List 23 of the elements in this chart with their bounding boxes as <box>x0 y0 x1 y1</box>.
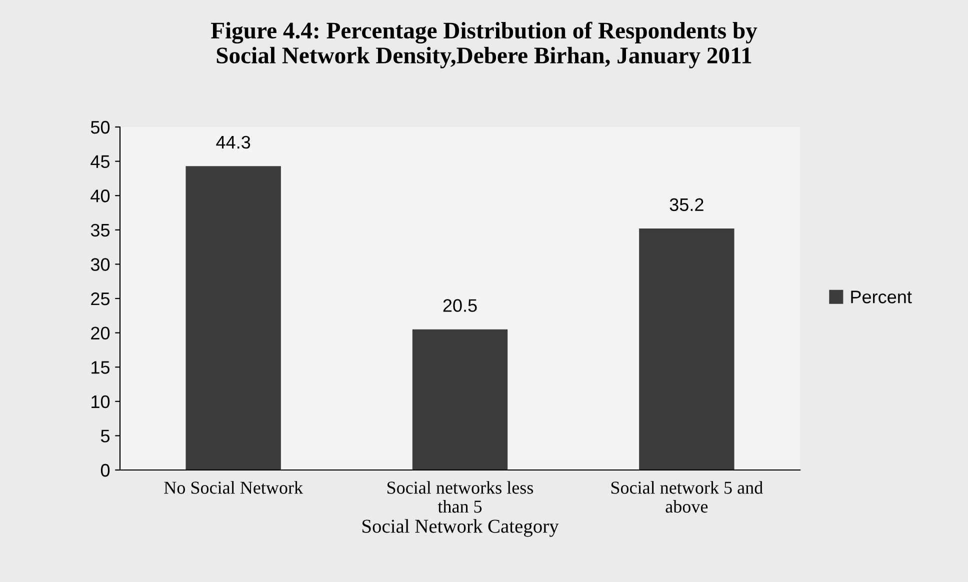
y-tick-label: 30 <box>90 258 110 271</box>
data-label: 20.5 <box>443 299 477 312</box>
bar <box>186 166 281 470</box>
y-tick-label: 35 <box>90 224 110 237</box>
y-tick-label: 25 <box>91 292 110 306</box>
y-tick-label: 20 <box>91 326 110 340</box>
x-axis-title: Social Network Category <box>362 519 559 537</box>
y-tick-label: 10 <box>92 395 110 408</box>
x-tick-label: No Social Network <box>164 481 304 494</box>
chart-title: Figure 4.4: Percentage Distribution of Respondents by Social Network Density,Debere Birhan, January 2011 <box>211 22 758 68</box>
x-tick-label: Social networks less than 5 <box>387 481 534 513</box>
bar <box>412 329 508 470</box>
y-tick-label: 0 <box>100 464 110 477</box>
x-tick-label: Social network 5 and above <box>611 481 763 513</box>
bar <box>639 228 734 470</box>
y-tick-label: 40 <box>90 190 110 202</box>
data-label: 35.2 <box>670 198 704 212</box>
y-tick-label: 15 <box>92 361 110 374</box>
y-tick-label: 50 <box>90 120 110 134</box>
y-tick-label: 45 <box>90 155 110 168</box>
legend-label: Percent <box>851 290 912 304</box>
data-label: 44.3 <box>216 136 250 149</box>
y-tick-label: 5 <box>100 430 110 442</box>
